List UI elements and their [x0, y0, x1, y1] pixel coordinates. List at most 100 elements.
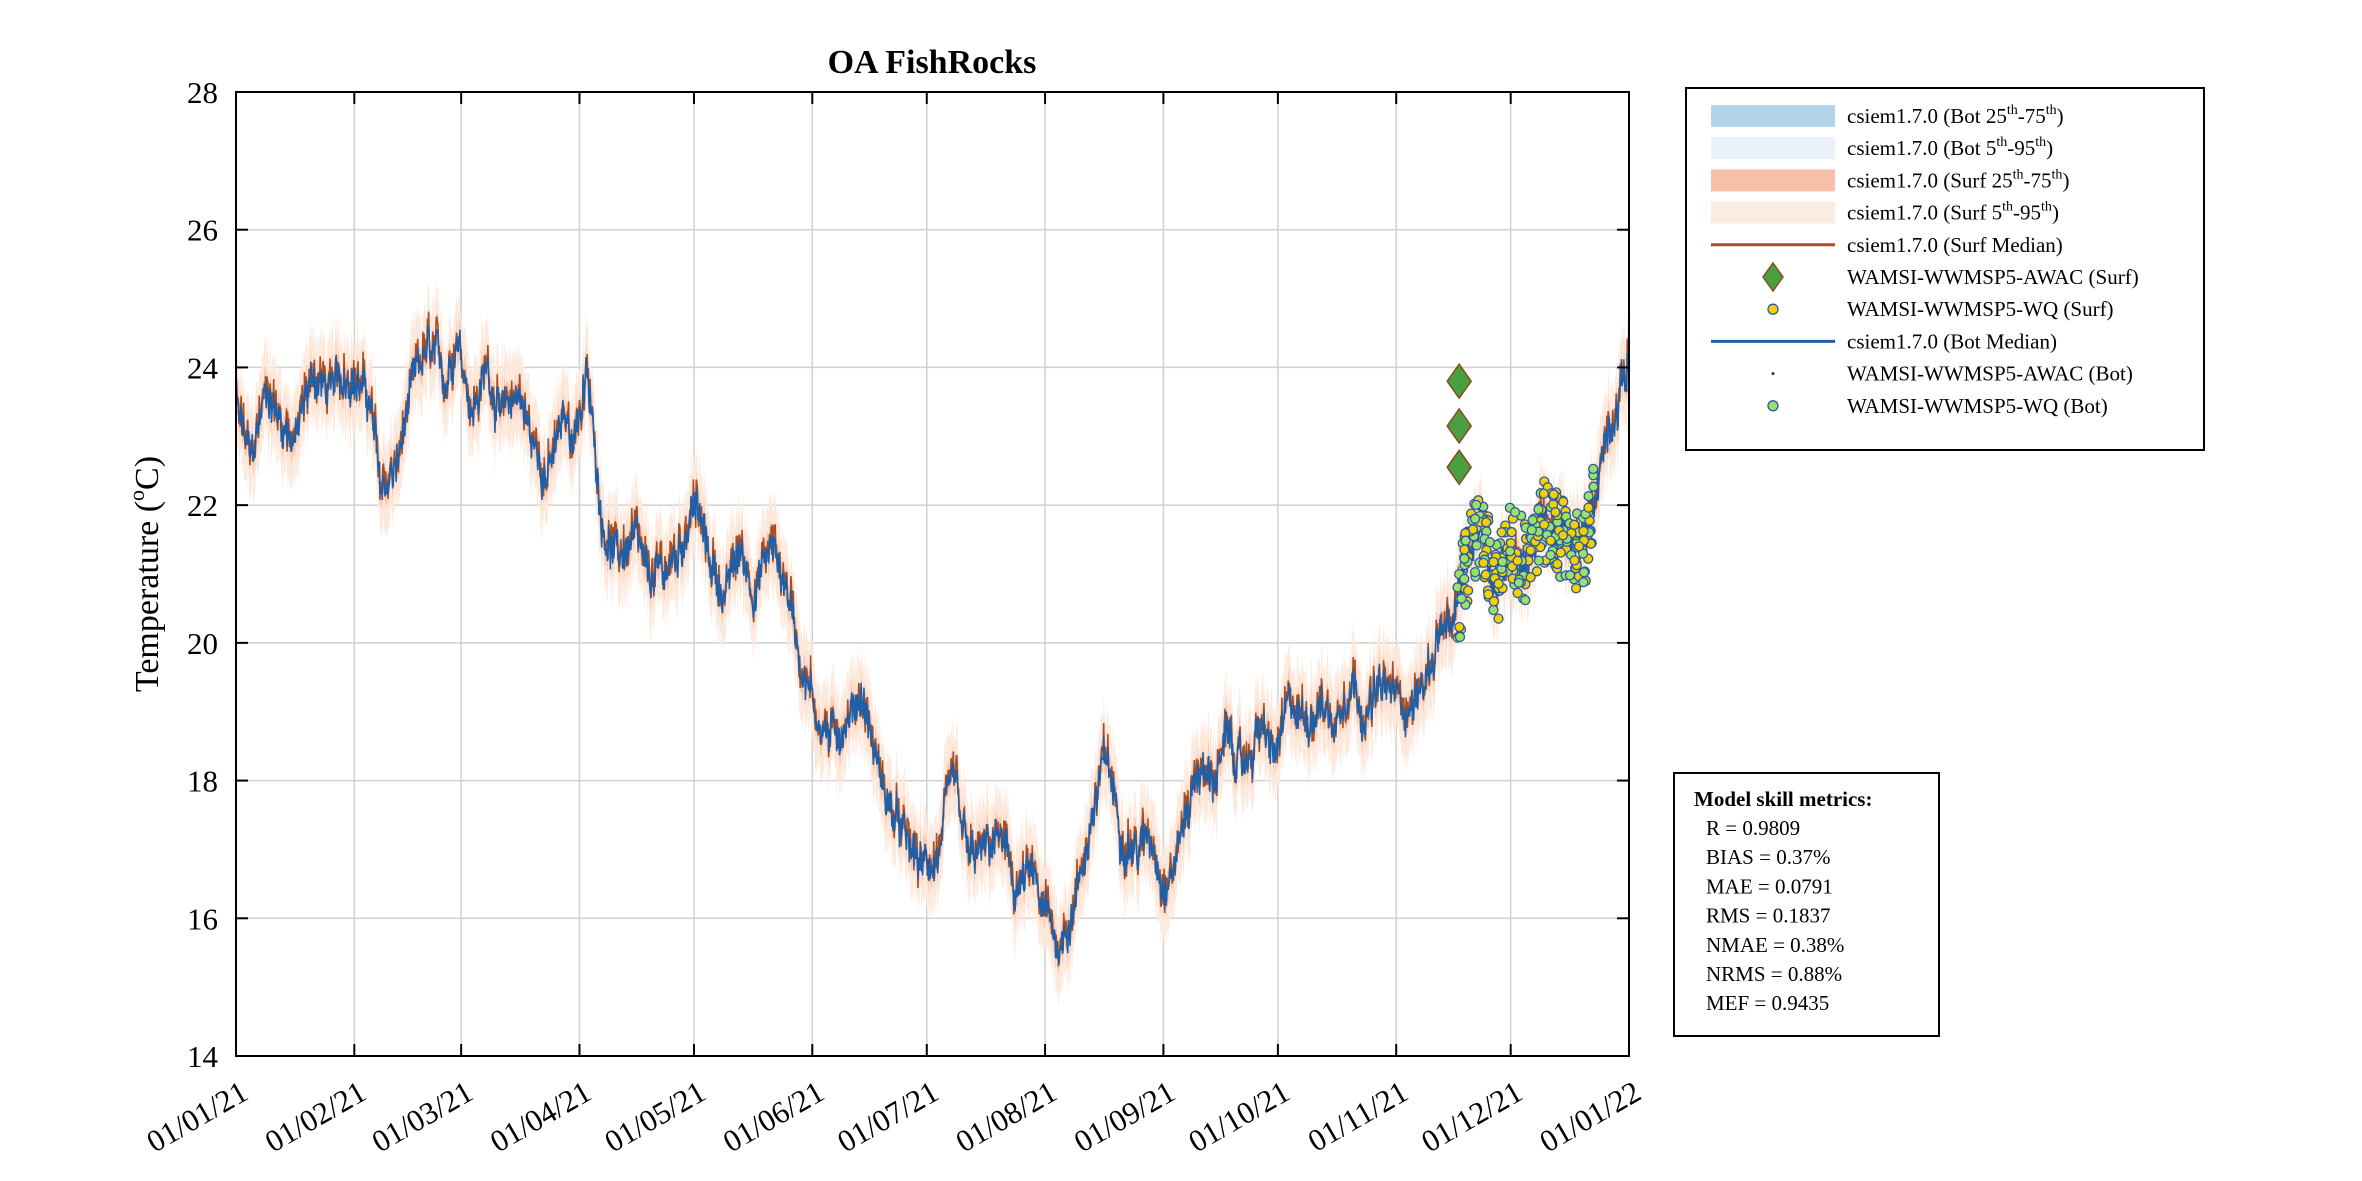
awac-surf-point	[1446, 362, 1473, 400]
wq-surf-point	[1552, 558, 1563, 570]
metrics-line: NMAE = 0.38%	[1706, 933, 1844, 957]
y-axis-label-degree: o	[124, 490, 149, 501]
wq-surf-point	[1578, 525, 1589, 537]
y-axis-label-main: Temperature (	[129, 501, 166, 692]
wq-bot-point	[1488, 604, 1499, 616]
wq-surf-point	[1550, 507, 1561, 518]
wq-bot-point	[1459, 573, 1470, 585]
band-layer	[236, 278, 1629, 1008]
wq-surf-point	[1558, 496, 1569, 507]
x-tick-label: 01/01/22	[1534, 1074, 1647, 1159]
y-tick-label: 22	[187, 488, 218, 523]
legend-label: csiem1.7.0 (Surf Median)	[1847, 233, 2063, 257]
wq-bot-point	[1588, 463, 1599, 475]
wq-bot-point	[1520, 594, 1531, 606]
metrics-line: NRMS = 0.88%	[1706, 962, 1842, 986]
chart-title: OA FishRocks	[828, 44, 1037, 81]
y-tick-label: 24	[187, 350, 219, 385]
wq-bot-point	[1583, 490, 1594, 502]
plot-frame	[235, 91, 1630, 1057]
metrics-line: MEF = 0.9435	[1706, 991, 1829, 1015]
wq-surf-point	[1539, 519, 1550, 530]
legend-marker	[1771, 372, 1775, 376]
tick-layer: 14 16 18 20 22 24 26 28 01/01/21 01/02/2101/03/21…	[141, 75, 1647, 1159]
wq-bot-point	[1578, 577, 1589, 588]
wq-surf-point	[1569, 555, 1580, 566]
legend-label: WAMSI-WWMSP5-AWAC (Bot)	[1847, 362, 2133, 386]
wq-surf-point	[1583, 502, 1594, 513]
wq-bot-point	[1509, 506, 1521, 518]
legend-swatch	[1711, 169, 1835, 192]
wq-bot-point	[1578, 567, 1590, 578]
x-tick-label: 01/01/21	[141, 1074, 254, 1159]
wq-surf-point	[1496, 527, 1507, 538]
legend-label: csiem1.7.0 (Bot Median)	[1847, 329, 2057, 353]
legend-label: csiem1.7.0 (Surf 5th-95th)	[1847, 200, 2059, 225]
x-tick-label: 01/09/21	[1068, 1074, 1181, 1159]
wq-surf-point	[1493, 613, 1504, 624]
x-tick-label: 01/08/21	[950, 1074, 1063, 1159]
wq-surf-point	[1512, 587, 1523, 599]
x-tick-label: 01/11/21	[1302, 1074, 1414, 1159]
wq-bot-point	[1469, 566, 1481, 578]
x-tick-label: 01/02/21	[259, 1074, 372, 1159]
metrics-line: RMS = 0.1837	[1706, 904, 1830, 928]
wq-surf-point	[1555, 547, 1566, 558]
legend-swatch	[1711, 201, 1835, 224]
legend-label: WAMSI-WWMSP5-AWAC (Surf)	[1847, 265, 2139, 289]
wq-surf-point	[1488, 596, 1500, 607]
legend-label: csiem1.7.0 (Bot 5th-95th)	[1847, 135, 2053, 160]
metrics-title: Model skill metrics:	[1694, 787, 1872, 811]
wq-surf-point	[1512, 555, 1523, 566]
wq-surf-point	[1462, 585, 1474, 596]
y-axis-label: Temperature (oC)	[124, 456, 166, 692]
wq-surf-point	[1483, 589, 1494, 600]
wq-surf-point	[1478, 557, 1489, 569]
wq-surf-point	[1488, 556, 1499, 568]
x-tick-label: 01/07/21	[831, 1074, 944, 1159]
x-tick-label: 01/10/21	[1182, 1074, 1295, 1159]
wq-surf-point	[1480, 569, 1491, 580]
y-axis-label-unit: C)	[129, 456, 166, 490]
wq-bot-point	[1526, 524, 1537, 536]
wq-surf-point	[1454, 621, 1465, 633]
wq-bot-point	[1513, 577, 1524, 588]
wq-bot-point	[1460, 535, 1471, 546]
legend-dot	[1767, 303, 1779, 315]
y-tick-label: 26	[187, 213, 218, 248]
wq-surf-point	[1557, 530, 1569, 541]
awac-surf-point	[1446, 448, 1473, 486]
svg-text:Temperature (oC): Temperature (oC)	[124, 456, 166, 692]
metrics-line: MAE = 0.0791	[1706, 874, 1833, 898]
metrics-box: Model skill metrics: R = 0.9809 BIAS = 0.…	[1673, 772, 1940, 1037]
wq-bot-point	[1564, 570, 1576, 581]
legend-swatch	[1711, 105, 1835, 127]
obs-layer	[1446, 362, 1599, 643]
y-tick-label: 20	[187, 626, 218, 661]
wq-bot-point	[1469, 513, 1481, 524]
y-tick-label: 16	[187, 901, 218, 936]
wq-bot-point	[1533, 555, 1545, 566]
awac-surf-point	[1446, 407, 1473, 445]
wq-surf-point	[1548, 489, 1559, 500]
y-tick-label: 18	[187, 764, 218, 799]
wq-bot-point	[1504, 546, 1516, 557]
line-layer	[235, 311, 1630, 967]
x-tick-label: 01/04/21	[484, 1074, 597, 1159]
metrics-line: BIAS = 0.37%	[1706, 845, 1830, 869]
wq-surf-point	[1569, 519, 1580, 530]
wq-bot-point	[1454, 631, 1466, 643]
wq-bot-point	[1533, 504, 1544, 515]
wq-surf-point	[1493, 578, 1504, 589]
wq-surf-point	[1573, 541, 1585, 552]
wq-bot-point	[1471, 499, 1482, 511]
wq-bot-point	[1527, 514, 1538, 526]
y-tick-label: 28	[187, 75, 218, 110]
wq-surf-point	[1506, 527, 1517, 538]
wq-surf-point	[1545, 535, 1556, 546]
wq-surf-point	[1570, 583, 1582, 594]
wq-surf-point	[1525, 572, 1536, 583]
legend-dot	[1767, 400, 1779, 412]
wq-surf-point	[1525, 545, 1536, 556]
